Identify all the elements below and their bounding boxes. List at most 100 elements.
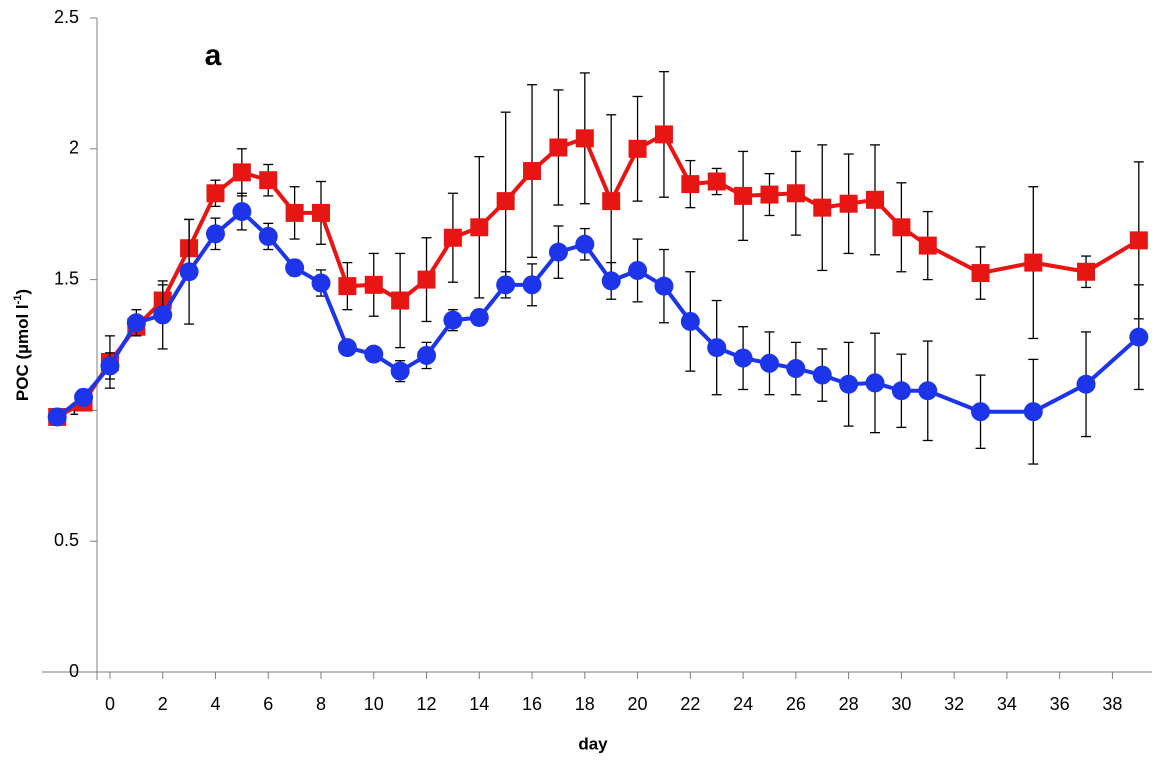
- marker: [680, 311, 700, 331]
- marker: [232, 202, 252, 222]
- marker: [1076, 374, 1096, 394]
- marker: [891, 381, 911, 401]
- x-tick-label: 18: [575, 694, 595, 714]
- marker: [812, 365, 832, 385]
- marker: [865, 373, 885, 393]
- x-tick-label: 2: [158, 694, 168, 714]
- marker: [206, 184, 225, 203]
- marker: [892, 218, 911, 237]
- y-axis-title-superscript: -1: [12, 295, 24, 305]
- marker: [391, 291, 410, 310]
- x-axis-title: day: [578, 734, 608, 753]
- panel-label: a: [205, 39, 222, 72]
- y-tick-label: 0.5: [54, 530, 79, 550]
- x-tick-label: 10: [364, 694, 384, 714]
- marker: [681, 175, 700, 194]
- marker: [74, 387, 94, 407]
- marker: [364, 275, 383, 294]
- marker: [628, 260, 648, 280]
- marker: [285, 203, 304, 222]
- marker: [364, 344, 384, 364]
- x-tick-label: 32: [944, 694, 964, 714]
- marker: [126, 313, 146, 333]
- marker: [390, 361, 410, 381]
- marker: [813, 198, 832, 217]
- y-axis-title: POC (µmol l-1): [12, 289, 33, 401]
- marker: [232, 163, 251, 182]
- marker: [654, 276, 674, 296]
- marker: [654, 125, 673, 144]
- marker: [707, 338, 727, 358]
- y-tick-label: 2: [69, 138, 79, 158]
- x-tick-label: 14: [469, 694, 489, 714]
- marker: [971, 402, 991, 422]
- x-tick-label: 22: [680, 694, 700, 714]
- marker: [1077, 262, 1096, 281]
- marker: [628, 139, 647, 158]
- marker: [548, 242, 568, 262]
- marker: [759, 353, 779, 373]
- x-tick-label: 6: [263, 694, 273, 714]
- marker: [760, 185, 779, 204]
- marker: [1023, 402, 1043, 422]
- marker: [601, 271, 621, 291]
- y-axis-title-main: POC (µmol l: [13, 304, 32, 401]
- marker: [1024, 253, 1043, 272]
- marker: [839, 374, 859, 394]
- marker: [575, 234, 595, 254]
- marker: [866, 190, 884, 209]
- marker: [417, 345, 437, 365]
- marker: [259, 171, 278, 190]
- x-tick-label: 38: [1102, 694, 1122, 714]
- x-tick-label: 24: [733, 694, 753, 714]
- marker: [549, 138, 568, 157]
- marker: [786, 184, 805, 203]
- x-tick-label: 34: [997, 694, 1017, 714]
- marker: [417, 270, 436, 289]
- x-tick-label: 4: [210, 694, 220, 714]
- y-axis-title-end: ): [13, 289, 32, 295]
- marker: [443, 228, 462, 247]
- marker: [258, 226, 278, 246]
- y-tick-label: 2.5: [54, 7, 79, 27]
- y-tick-label: 1.5: [54, 268, 79, 288]
- x-tick-label: 28: [839, 694, 859, 714]
- x-tick-label: 30: [891, 694, 911, 714]
- marker: [100, 356, 120, 376]
- marker: [179, 262, 199, 282]
- marker: [470, 218, 489, 237]
- marker: [734, 186, 753, 205]
- marker: [285, 258, 305, 278]
- marker: [707, 172, 726, 191]
- marker: [918, 381, 938, 401]
- y-tick-label: 0: [69, 661, 79, 681]
- marker: [575, 129, 594, 148]
- marker: [786, 359, 806, 379]
- marker: [443, 310, 463, 330]
- marker: [312, 203, 330, 222]
- marker: [205, 224, 225, 244]
- marker: [153, 305, 173, 325]
- x-tick-label: 12: [417, 694, 437, 714]
- marker: [1129, 231, 1148, 250]
- marker: [496, 275, 516, 295]
- x-tick-label: 36: [1050, 694, 1070, 714]
- marker: [338, 277, 357, 296]
- x-tick-label: 16: [522, 694, 542, 714]
- marker: [971, 264, 990, 283]
- x-tick-label: 8: [316, 694, 326, 714]
- marker: [1129, 327, 1149, 347]
- marker: [839, 194, 858, 213]
- marker: [602, 192, 621, 211]
- marker: [522, 275, 542, 295]
- marker: [47, 407, 67, 427]
- x-tick-label: 26: [786, 694, 806, 714]
- marker: [918, 236, 937, 255]
- x-tick-label: 0: [105, 694, 115, 714]
- marker: [733, 348, 753, 368]
- x-tick-label: 20: [628, 694, 648, 714]
- marker: [469, 308, 489, 328]
- marker: [496, 192, 515, 211]
- marker: [337, 338, 357, 358]
